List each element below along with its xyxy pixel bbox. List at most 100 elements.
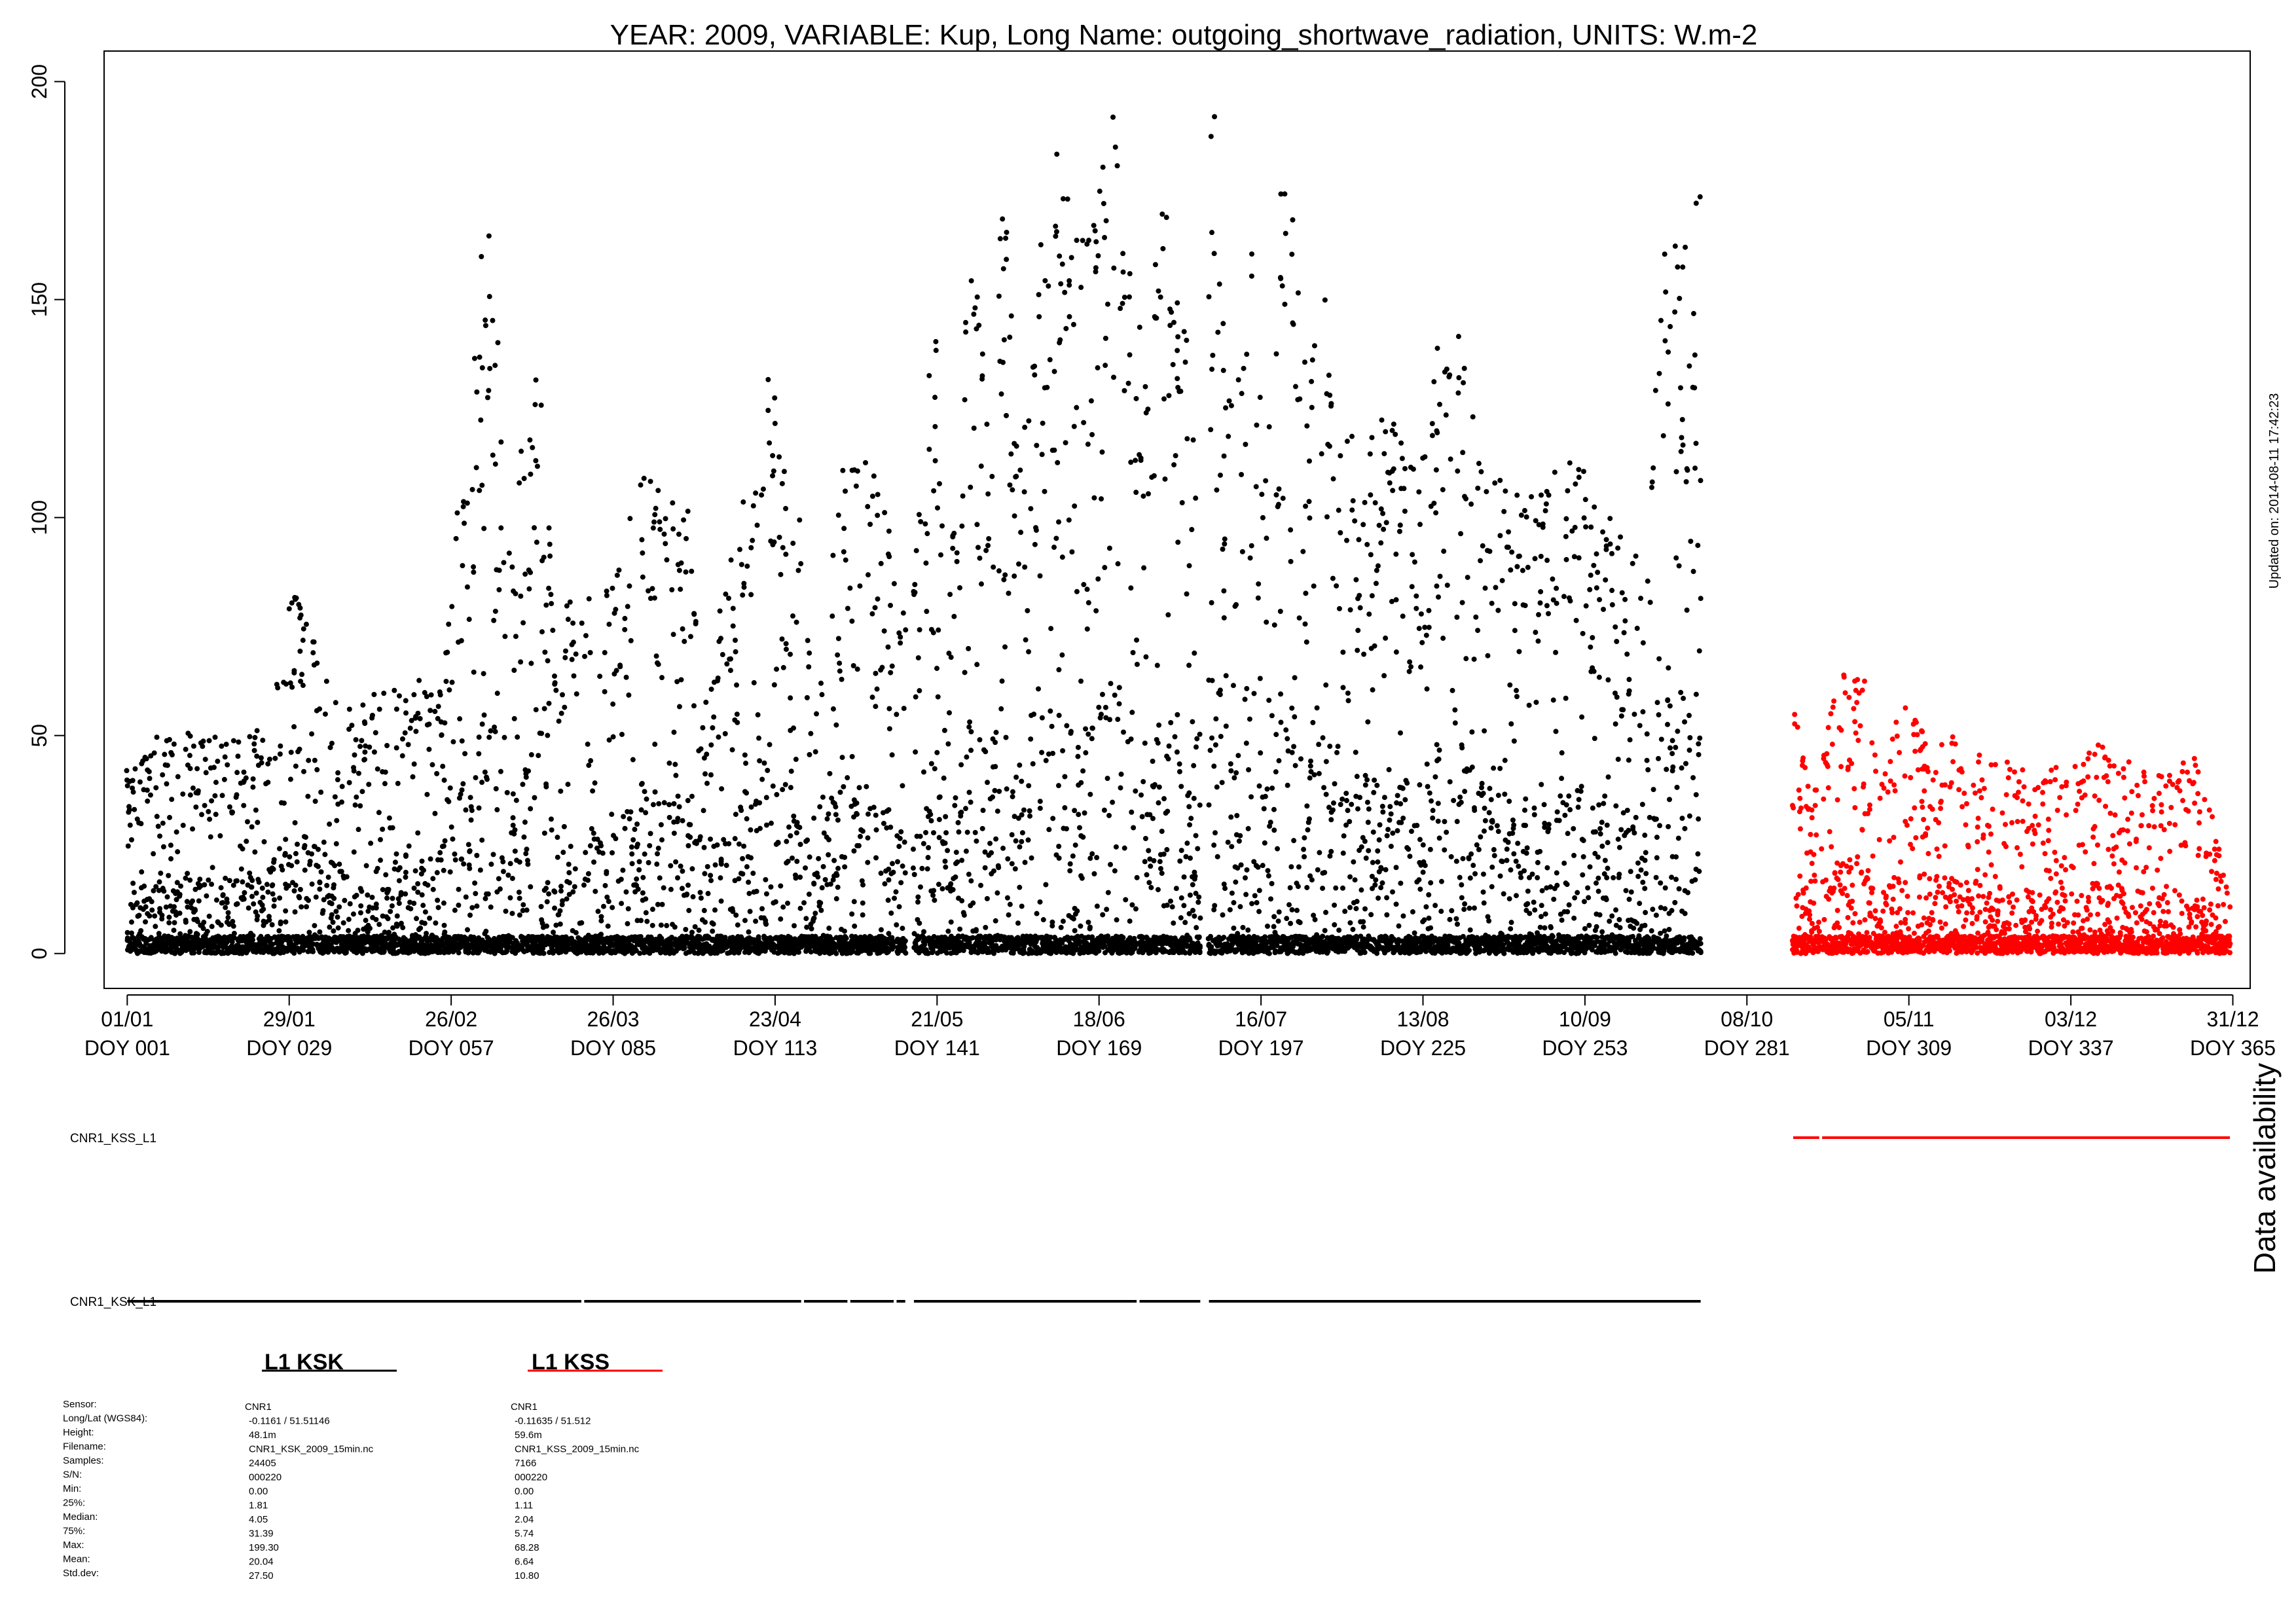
data-point xyxy=(293,763,299,769)
data-point xyxy=(411,901,417,907)
data-point xyxy=(530,444,536,450)
data-point xyxy=(1054,151,1060,157)
data-point xyxy=(143,904,149,910)
data-point xyxy=(566,880,572,886)
data-point xyxy=(1152,262,1158,268)
data-point xyxy=(524,907,530,913)
data-point xyxy=(386,815,392,821)
data-point xyxy=(1016,561,1022,567)
data-point xyxy=(403,869,409,875)
data-point xyxy=(1013,443,1019,449)
data-point xyxy=(1074,588,1080,594)
data-point xyxy=(676,568,682,573)
data-point xyxy=(790,540,796,546)
data-point xyxy=(826,811,831,817)
data-point xyxy=(476,734,482,740)
data-point xyxy=(974,522,980,528)
data-point xyxy=(309,881,315,887)
data-point xyxy=(1047,357,1053,363)
data-point xyxy=(931,488,937,494)
data-point xyxy=(339,784,345,789)
data-point xyxy=(1068,255,1074,261)
data-point xyxy=(1162,476,1168,482)
data-point xyxy=(1074,405,1080,410)
data-point xyxy=(1104,776,1110,782)
data-point xyxy=(860,828,866,834)
data-point xyxy=(852,923,858,929)
data-point xyxy=(805,638,811,643)
data-point xyxy=(476,751,482,757)
data-point xyxy=(1131,825,1137,831)
data-point xyxy=(959,857,965,863)
data-point xyxy=(175,774,181,780)
data-point xyxy=(1049,919,1055,925)
data-point xyxy=(712,907,718,913)
data-point xyxy=(479,780,485,785)
data-point xyxy=(898,829,904,835)
data-point xyxy=(875,596,881,602)
data-point xyxy=(851,899,857,905)
data-point xyxy=(1134,661,1140,667)
data-point xyxy=(936,480,942,486)
data-point xyxy=(1042,488,1048,494)
data-point xyxy=(213,812,219,818)
data-point xyxy=(673,859,679,865)
data-point xyxy=(492,461,498,467)
data-point xyxy=(858,833,864,839)
data-point xyxy=(1133,490,1139,496)
data-point xyxy=(570,640,576,645)
data-point xyxy=(327,744,333,750)
data-point xyxy=(1087,791,1093,797)
data-point xyxy=(698,746,704,752)
data-point xyxy=(335,770,341,776)
data-point xyxy=(306,929,312,935)
data-point xyxy=(163,904,169,910)
data-point xyxy=(886,726,892,732)
data-point xyxy=(265,761,271,767)
data-point xyxy=(349,723,355,729)
data-point xyxy=(746,890,752,896)
data-point xyxy=(928,818,934,823)
data-point xyxy=(926,446,932,452)
data-point xyxy=(1106,812,1112,818)
data-point xyxy=(933,348,939,353)
data-point xyxy=(396,878,402,884)
data-point xyxy=(1166,743,1172,749)
data-point xyxy=(1078,678,1084,684)
data-point xyxy=(1146,880,1152,886)
data-point xyxy=(586,596,592,602)
data-point xyxy=(547,541,553,547)
data-point xyxy=(926,372,932,378)
data-point xyxy=(726,840,732,846)
data-point xyxy=(666,760,672,766)
data-point xyxy=(738,562,744,568)
data-point xyxy=(1031,712,1037,717)
data-point xyxy=(271,903,277,909)
data-point xyxy=(1154,662,1160,668)
data-point xyxy=(910,865,916,871)
data-point xyxy=(718,875,723,881)
data-point xyxy=(835,513,841,518)
data-point xyxy=(287,680,293,686)
data-point xyxy=(968,799,974,805)
data-point xyxy=(924,609,930,615)
data-point xyxy=(151,750,157,756)
data-point xyxy=(408,906,414,912)
data-point xyxy=(253,909,259,915)
data-point xyxy=(460,504,466,510)
data-point xyxy=(730,623,736,629)
data-point xyxy=(518,659,524,665)
data-point xyxy=(889,752,895,758)
data-point xyxy=(335,777,340,783)
data-point xyxy=(194,918,200,924)
data-point xyxy=(439,732,445,738)
data-point xyxy=(867,521,873,527)
data-point xyxy=(1050,750,1056,756)
data-point xyxy=(417,715,423,721)
data-point xyxy=(1169,309,1175,315)
data-point xyxy=(873,855,879,861)
data-point xyxy=(668,863,674,869)
data-point xyxy=(544,899,550,905)
data-point xyxy=(871,473,877,479)
data-point xyxy=(466,617,472,623)
